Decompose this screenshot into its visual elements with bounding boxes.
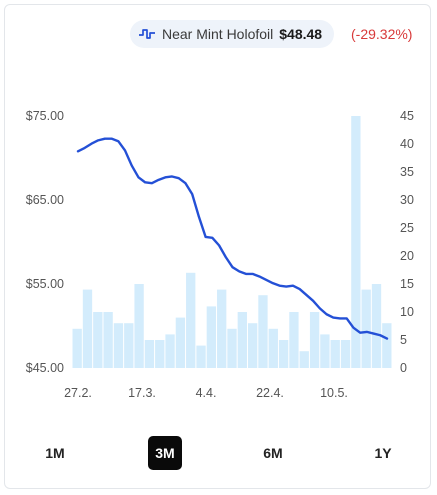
volume-bar: [93, 312, 103, 368]
current-price: $48.48: [279, 26, 323, 42]
volume-bar: [237, 312, 247, 368]
y-left-tick-label: $45.00: [26, 361, 64, 375]
y-right-tick-label: 10: [400, 305, 414, 319]
y-left-tick-label: $75.00: [26, 109, 64, 123]
volume-bar: [196, 345, 206, 368]
volume-bar: [268, 328, 278, 368]
y-right-tick-label: 5: [400, 333, 407, 347]
tab-1m[interactable]: 1M: [45, 445, 65, 461]
series-legend: Near Mint Holofoil $48.48: [130, 20, 335, 48]
y-right-tick-label: 45: [400, 109, 414, 123]
y-axis-left: $75.00 $65.00 $55.00 $45.00: [26, 109, 64, 375]
y-right-tick-label: 40: [400, 137, 414, 151]
volume-bar: [144, 340, 155, 368]
volume-bar: [165, 334, 175, 368]
time-range-tabs: 1M 3M 6M 1Y: [0, 436, 437, 470]
series-name: Near Mint Holofoil: [162, 26, 274, 42]
volume-bar: [124, 323, 134, 368]
line-chart-icon: [138, 27, 156, 41]
y-right-tick-label: 35: [400, 165, 414, 179]
y-right-tick-label: 25: [400, 221, 414, 235]
volume-bar: [103, 312, 113, 368]
x-tick-label: 4.4.: [196, 386, 217, 400]
y-left-tick-label: $55.00: [26, 277, 64, 291]
volume-bar: [186, 272, 196, 368]
y-right-tick-label: 20: [400, 249, 414, 263]
volume-bar: [217, 289, 227, 368]
y-right-tick-label: 30: [400, 193, 414, 207]
price-change: (-29.32%): [351, 26, 413, 42]
volume-bar: [175, 317, 186, 368]
volume-bar: [330, 340, 340, 368]
volume-bar: [309, 312, 320, 368]
y-right-tick-label: 0: [400, 361, 407, 375]
y-right-tick-label: 15: [400, 277, 414, 291]
volume-bar: [382, 323, 392, 368]
x-tick-label: 17.3.: [128, 386, 156, 400]
volume-bar: [258, 295, 268, 368]
volume-bar: [340, 340, 351, 368]
volume-bar: [206, 306, 217, 368]
volume-bar: [361, 289, 371, 368]
volume-bar: [134, 284, 144, 368]
volume-bar: [227, 328, 237, 368]
x-tick-label: 22.4.: [256, 386, 284, 400]
volume-bar: [320, 334, 330, 368]
volume-bar: [247, 323, 258, 368]
y-left-tick-label: $65.00: [26, 193, 64, 207]
tab-1y[interactable]: 1Y: [374, 445, 392, 461]
x-tick-label: 27.2.: [64, 386, 92, 400]
volume-bar: [113, 323, 124, 368]
tab-6m[interactable]: 6M: [263, 445, 283, 461]
volume-bar: [155, 340, 165, 368]
volume-bar: [299, 351, 309, 368]
x-tick-label: 10.5.: [320, 386, 348, 400]
volume-bar: [278, 340, 289, 368]
volume-bars: [72, 116, 392, 368]
volume-bar: [72, 328, 82, 368]
tab-3m[interactable]: 3M: [148, 436, 182, 470]
price-line: [76, 137, 389, 340]
x-axis: 27.2. 17.3. 4.4. 22.4. 10.5.: [64, 386, 348, 400]
volume-bar: [289, 312, 299, 368]
y-axis-right: 45 40 35 30 25 20 15 10 5 0: [400, 109, 414, 375]
volume-bar: [371, 284, 382, 368]
volume-bar: [82, 289, 93, 368]
volume-bar: [351, 116, 361, 368]
